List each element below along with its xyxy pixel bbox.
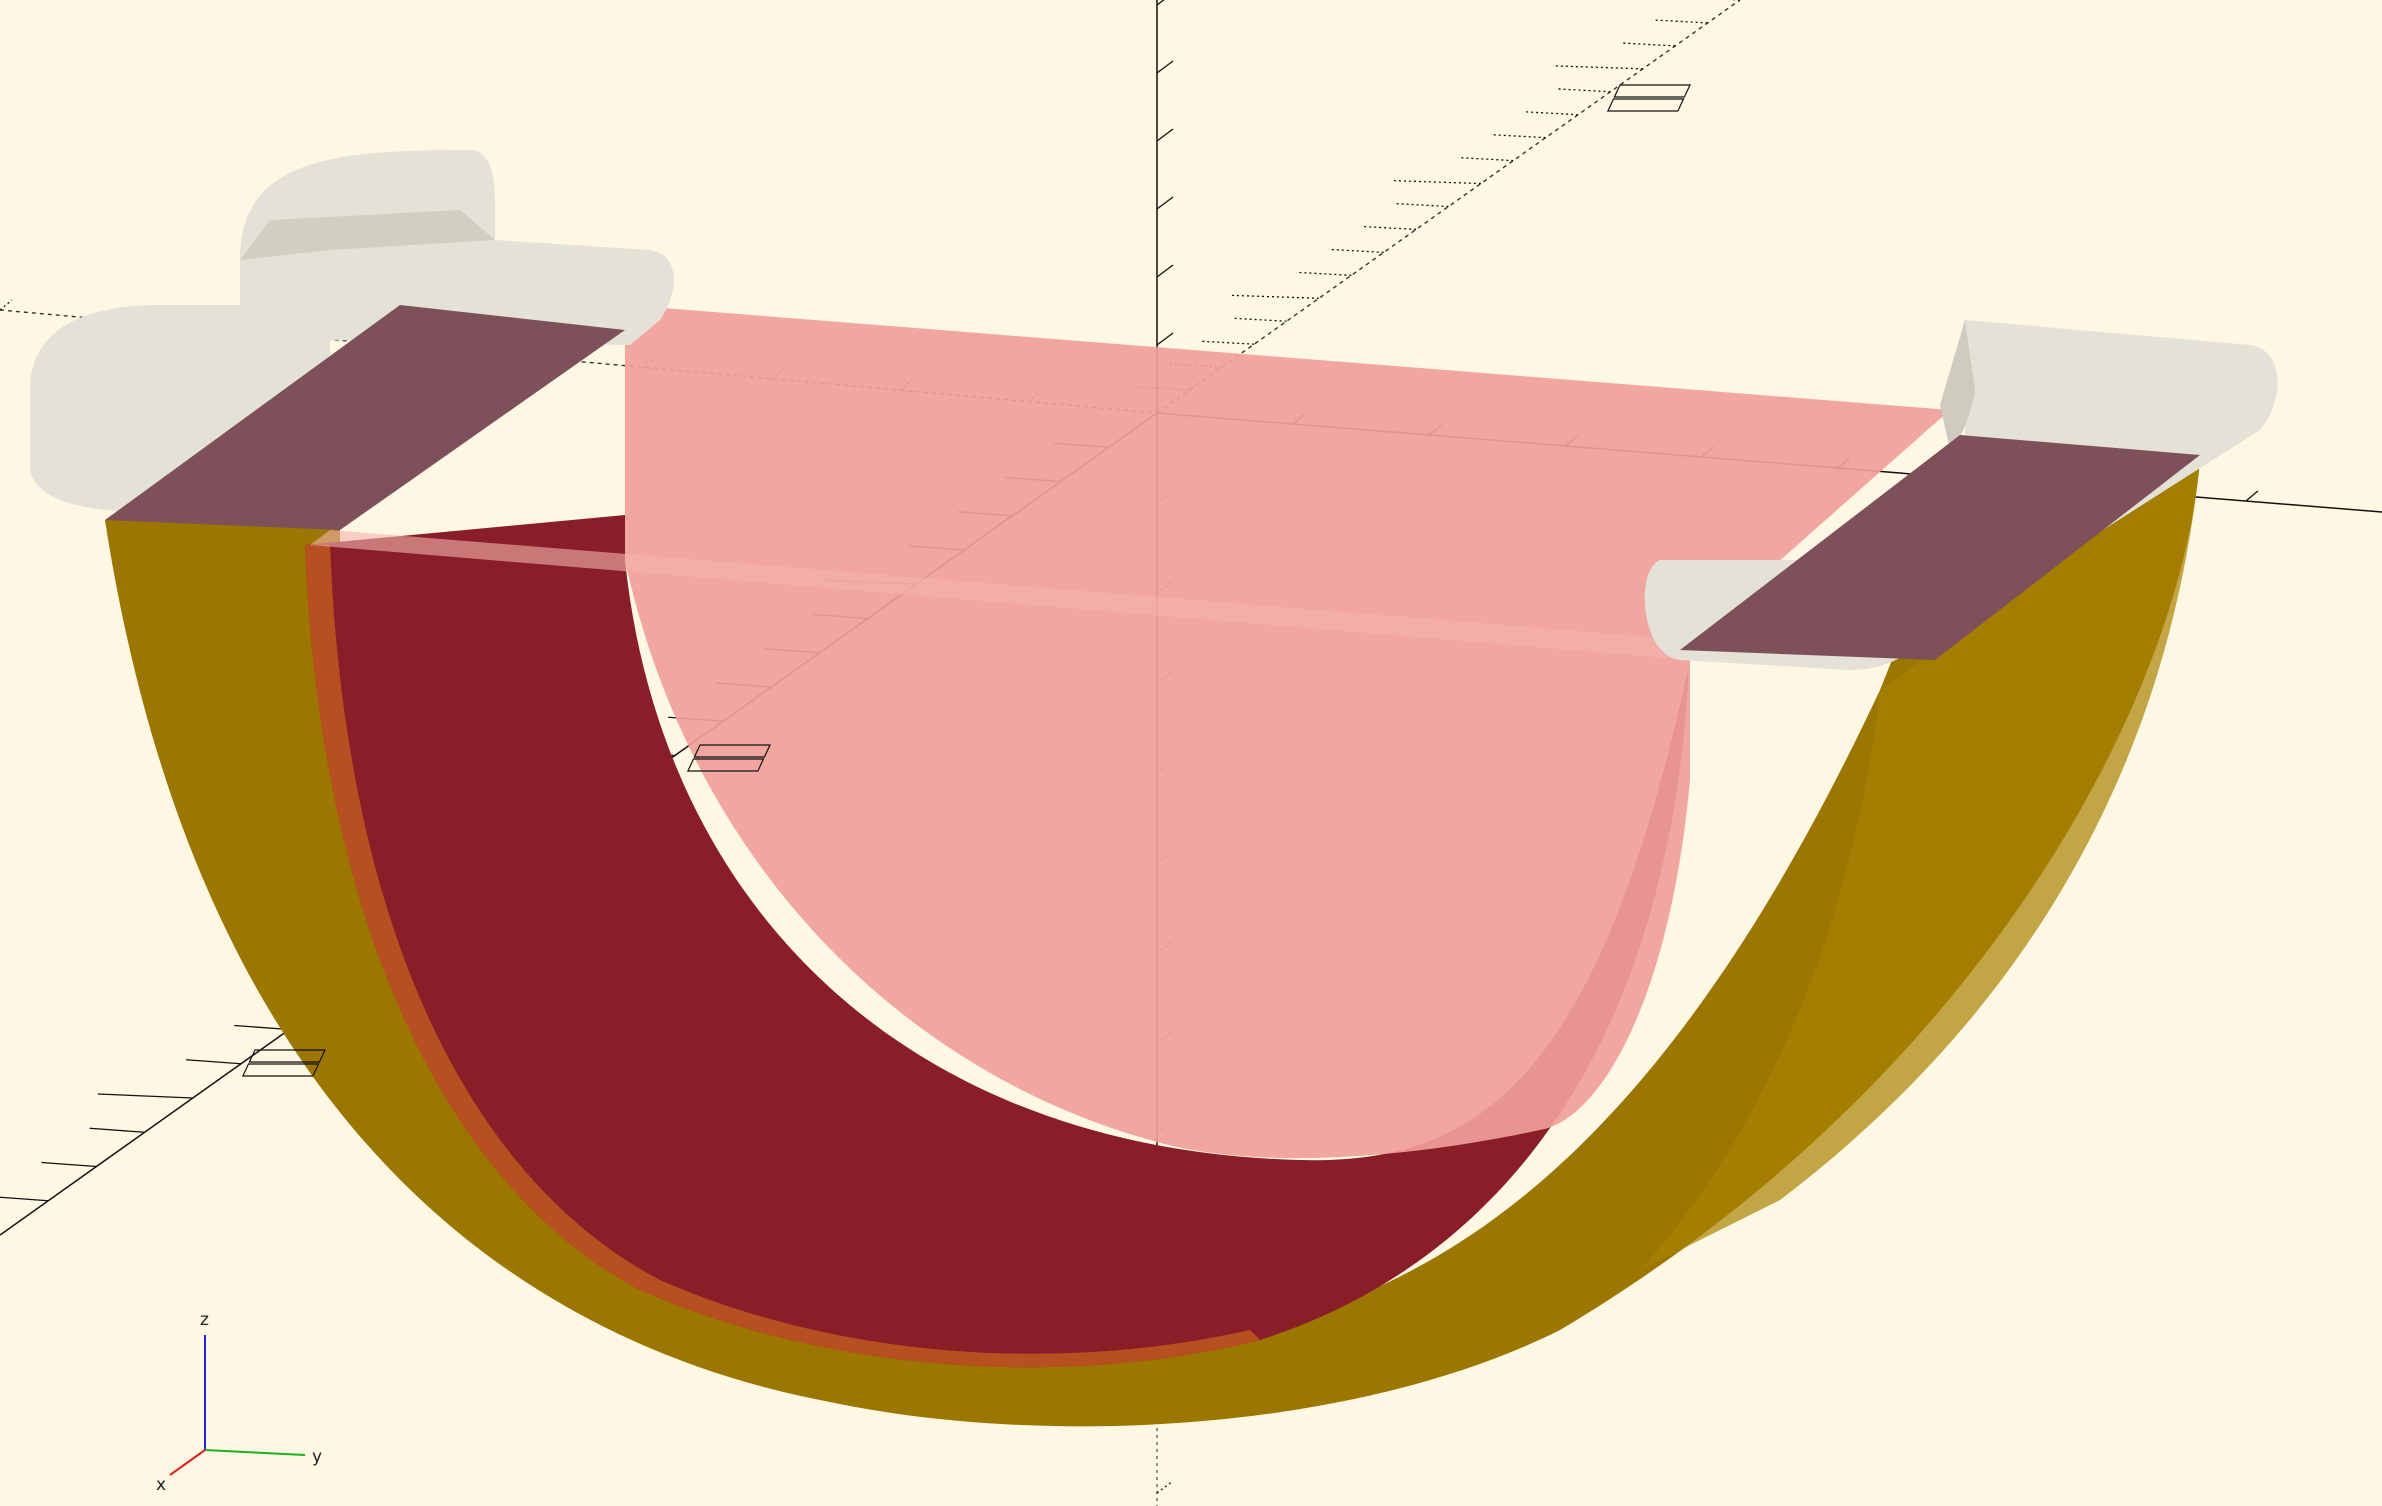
tick-mark	[1199, 340, 1255, 345]
tick-mark	[1458, 156, 1514, 162]
tick-mark	[97, 1093, 193, 1099]
tick-mark	[1156, 60, 1174, 74]
cap-front-edge	[310, 530, 1690, 660]
left-clamp-pad	[105, 305, 625, 530]
tick-mark	[1490, 134, 1546, 139]
x-axis-indicator	[169, 1449, 206, 1476]
tick-mark	[1652, 19, 1708, 24]
x-axis-letter: x	[156, 1475, 166, 1495]
bowl-model[interactable]	[105, 305, 2200, 1427]
scale-marker-a	[1606, 84, 1691, 112]
axis-scale-markers	[241, 84, 1691, 1077]
right-bracket-lip	[1940, 320, 1975, 450]
tick-mark	[1328, 248, 1384, 254]
axis-orientation-indicator: z y x	[156, 1310, 322, 1495]
tick-mark	[1156, 1480, 1174, 1494]
bowl-inner-surface	[305, 515, 1690, 1368]
tick-mark	[1156, 0, 1165, 6]
tick-mark	[1231, 317, 1287, 322]
tick-mark	[1361, 225, 1417, 231]
scale-marker-c	[241, 1049, 326, 1077]
tick-mark	[1555, 88, 1611, 93]
tick-mark	[2245, 490, 2259, 502]
tick-mark	[1390, 179, 1481, 185]
right-clamp-pad	[1680, 435, 2200, 660]
tick-mark	[185, 1059, 242, 1065]
left-bracket-top	[240, 210, 495, 260]
tick-mark	[1620, 42, 1676, 47]
right-bracket[interactable]	[1644, 320, 2278, 670]
tick-mark	[1156, 264, 1174, 278]
tick-mark	[89, 1127, 145, 1133]
tick-mark	[41, 1161, 97, 1168]
tick-mark	[234, 1024, 290, 1031]
tick-mark	[1523, 111, 1579, 116]
translucent-cap	[625, 305, 1950, 1159]
tick-mark	[1552, 65, 1643, 70]
tick-mark	[1156, 332, 1174, 346]
y-axis-indicator	[204, 1449, 306, 1456]
tick-mark	[0, 299, 13, 311]
bowl-outer-shade	[1640, 460, 2200, 1270]
tick-mark	[1228, 294, 1319, 299]
left-bracket-body	[30, 150, 674, 513]
scale-marker-b	[686, 744, 771, 772]
tick-mark	[1393, 202, 1449, 208]
tick-mark	[1156, 128, 1174, 142]
y-axis-letter: y	[312, 1447, 322, 1467]
tick-mark	[1156, 196, 1174, 210]
left-bracket[interactable]	[30, 150, 674, 530]
tick-mark	[1296, 271, 1352, 276]
z-axis-letter: z	[200, 1310, 209, 1330]
tick-mark	[0, 1196, 49, 1202]
